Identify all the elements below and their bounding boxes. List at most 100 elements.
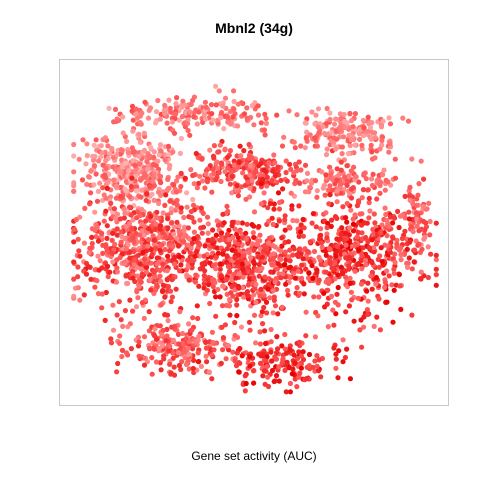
scatter-point [77,214,83,220]
scatter-point [223,277,229,283]
scatter-point [197,173,203,179]
scatter-point [139,206,145,212]
scatter-point [138,266,145,272]
scatter-point [133,230,139,237]
scatter-point [371,211,377,217]
scatter-point [406,255,412,261]
scatter-point [328,293,335,299]
scatter-point [256,351,262,357]
scatter-point [361,125,367,131]
scatter-point [358,281,365,287]
scatter-point [414,196,420,202]
scatter-point [294,112,300,118]
scatter-point [419,246,425,252]
scatter-point [75,236,81,242]
scatter-point [246,250,252,256]
scatter-point [359,344,365,350]
scatter-point [251,234,257,240]
scatter-point [100,162,106,168]
scatter-point [80,137,86,143]
scatter-point [77,253,83,259]
scatter-point [350,124,356,130]
scatter-point [138,279,144,285]
scatter-point [259,309,265,315]
scatter-point [320,124,326,130]
scatter-point [414,223,420,229]
scatter-point [112,241,118,247]
scatter-point [232,319,238,326]
scatter-point [287,161,293,167]
scatter-point [160,210,166,216]
scatter-point [77,297,83,303]
scatter-point [283,389,289,395]
scatter-point [323,152,330,158]
scatter-point [297,180,303,186]
scatter-point [139,271,145,277]
scatter-point [373,241,379,247]
scatter-point [344,120,350,126]
scatter-point [344,346,350,352]
scatter-point [201,281,207,287]
scatter-point [428,251,434,257]
scatter-point [275,164,281,170]
scatter-point [145,178,151,184]
scatter-point [235,241,241,247]
scatter-point [323,172,329,178]
scatter-point [231,98,237,105]
scatter-point [264,310,270,316]
scatter-point [372,135,378,141]
scatter-point [386,149,392,155]
scatter-point [270,288,276,294]
scatter-point [287,389,293,395]
scatter-point [247,172,253,178]
scatter-point [265,383,272,390]
scatter-point [134,289,140,295]
scatter-point [189,264,195,271]
scatter-point [325,324,331,330]
scatter-point [347,376,353,382]
scatter-point [258,201,264,207]
scatter-point [385,179,391,185]
scatter-point [379,138,385,144]
scatter-point [237,228,243,234]
scatter-point [167,343,173,349]
scatter-point [339,144,345,150]
scatter-point [381,167,387,173]
scatter-point [167,105,173,111]
scatter-point [433,257,439,263]
scatter-point [337,248,343,254]
scatter-point [181,349,187,355]
scatter-point [178,366,184,373]
scatter-point [369,149,375,155]
scatter-point [298,167,304,173]
scatter-point [87,201,93,207]
scatter-point [224,253,230,259]
scatter-point [425,274,431,281]
scatter-point [258,286,264,292]
scatter-point [391,270,397,276]
scatter-point [131,262,137,268]
scatter-point [178,170,184,176]
scatter-point [170,350,176,356]
scatter-point [193,339,199,345]
scatter-point [194,303,200,309]
scatter-point [114,312,120,318]
scatter-point [269,215,275,221]
scatter-point [301,225,307,231]
scatter-point [244,221,250,227]
scatter-point [386,273,392,279]
scatter-point [292,275,298,281]
scatter-point [99,230,105,236]
scatter-point [256,273,262,279]
scatter-point [163,192,169,198]
scatter-point [107,151,113,157]
scatter-point [357,327,363,333]
scatter-point [390,319,396,325]
scatter-point [203,353,209,359]
scatter-point [351,318,357,324]
scatter-point [348,168,354,174]
scatter-point [122,261,128,267]
scatter-point [95,238,102,244]
scatter-point [402,193,408,199]
scatter-point [300,233,306,239]
